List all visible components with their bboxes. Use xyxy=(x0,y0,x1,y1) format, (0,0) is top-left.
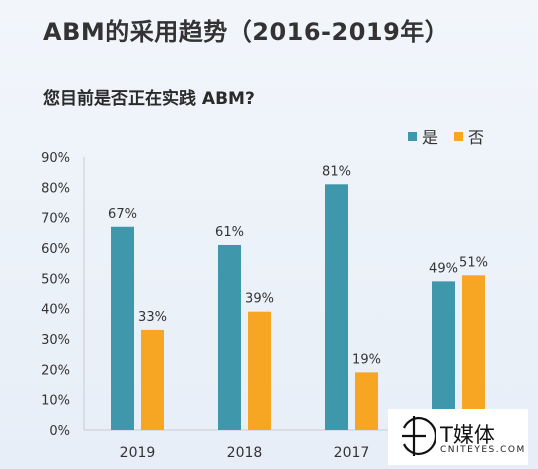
y-tick-label: 80% xyxy=(41,181,70,196)
bar-yes xyxy=(325,184,348,430)
watermark-url: CNITEYES.COM xyxy=(440,445,526,455)
legend-item-yes: 是 xyxy=(408,124,438,148)
y-tick-label: 10% xyxy=(41,394,70,409)
bar-no xyxy=(248,311,271,430)
data-label: 67% xyxy=(108,207,137,222)
y-tick-label: 20% xyxy=(41,363,70,378)
legend-swatch-no xyxy=(454,131,464,141)
watermark: T媒体 CNITEYES.COM xyxy=(388,409,528,465)
bar-no xyxy=(462,275,485,430)
x-tick-label: 2018 xyxy=(227,445,263,461)
legend: 是 否 xyxy=(408,124,494,148)
data-label: 61% xyxy=(215,225,244,240)
y-tick-label: 0% xyxy=(49,424,70,439)
y-tick-label: 30% xyxy=(41,333,70,348)
y-tick-label: 90% xyxy=(41,151,70,166)
watermark-text: T媒体 xyxy=(440,423,495,447)
data-label: 19% xyxy=(352,352,381,367)
y-tick-label: 40% xyxy=(41,303,70,318)
legend-swatch-yes xyxy=(408,131,417,141)
bar-no xyxy=(141,329,164,430)
bar-yes xyxy=(218,244,241,430)
y-tick-label: 60% xyxy=(41,242,70,257)
legend-label-no: 否 xyxy=(468,128,485,147)
legend-label-yes: 是 xyxy=(422,128,439,147)
data-label: 39% xyxy=(245,292,274,307)
data-label: 49% xyxy=(429,261,458,276)
x-tick-label: 2019 xyxy=(120,445,156,461)
data-label: 33% xyxy=(138,310,167,325)
chart-title: ABM的采用趋势（2016-2019年） xyxy=(43,18,450,46)
bar-yes xyxy=(111,226,134,430)
data-label: 81% xyxy=(322,164,351,179)
x-tick-label: 2017 xyxy=(334,445,370,461)
y-tick-label: 50% xyxy=(41,272,70,287)
bar-yes xyxy=(432,281,455,430)
chart-subtitle: 您目前是否正在实践 ABM? xyxy=(43,89,255,109)
bar-no xyxy=(355,372,378,430)
legend-item-no: 否 xyxy=(454,124,484,148)
y-tick-label: 70% xyxy=(41,212,70,227)
data-label: 51% xyxy=(459,255,488,270)
watermark-logo-icon xyxy=(402,416,436,456)
